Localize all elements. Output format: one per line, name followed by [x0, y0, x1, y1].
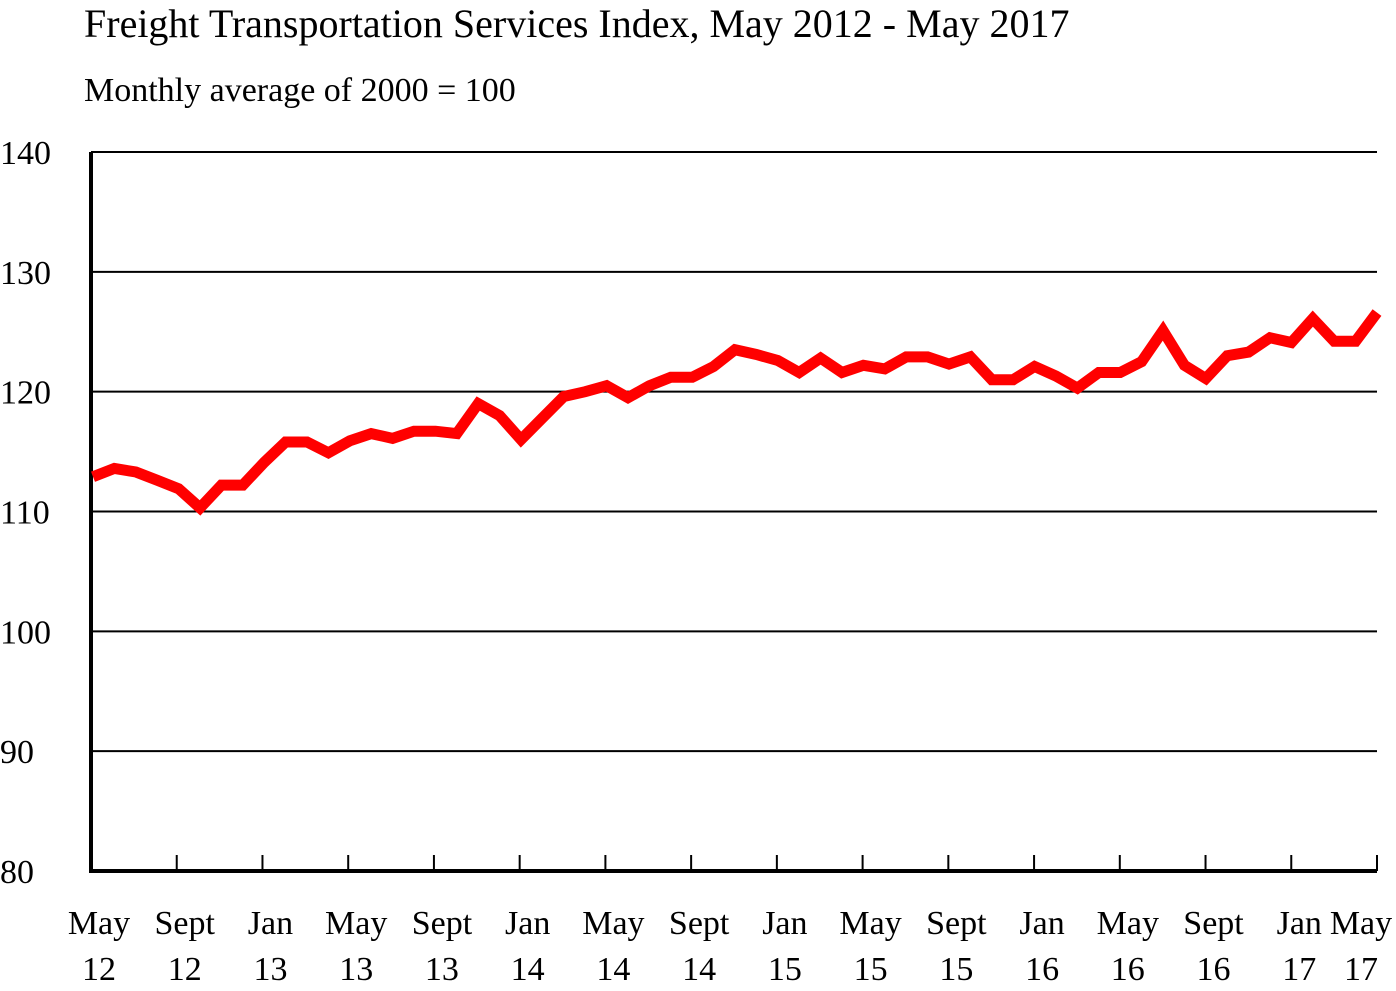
y-tick-label: 100 — [0, 614, 51, 651]
y-tick-label: 140 — [0, 135, 51, 172]
x-tick-label-month: Jan — [1277, 905, 1322, 942]
y-tick-label: 80 — [0, 854, 34, 891]
y-tick-label: 130 — [0, 255, 51, 292]
x-tick-label-year: 12 — [168, 951, 202, 988]
x-tick-label-month: Sept — [669, 905, 730, 942]
x-tick-label-month: Jan — [505, 905, 550, 942]
x-tick-label-year: 15 — [854, 951, 888, 988]
x-tick-label-year: 14 — [511, 951, 545, 988]
x-tick-label-month: May — [839, 905, 901, 942]
x-tick-label-month: Jan — [248, 905, 293, 942]
x-tick-label-month: May — [582, 905, 644, 942]
x-tick-label-year: 15 — [939, 951, 973, 988]
x-tick-label-year: 13 — [339, 951, 373, 988]
x-tick-label-year: 14 — [596, 951, 630, 988]
x-tick-label-year: 13 — [253, 951, 287, 988]
x-tick-label-year: 16 — [1197, 951, 1231, 988]
x-tick-label-month: Sept — [412, 905, 473, 942]
chart-subtitle: Monthly average of 2000 = 100 — [84, 72, 516, 109]
x-tick-label-month: Sept — [155, 905, 216, 942]
y-tick-label: 120 — [0, 375, 51, 412]
x-tick-label-month: Sept — [1183, 905, 1244, 942]
x-tick-label-month: Jan — [1019, 905, 1064, 942]
x-tick-label-year: 17 — [1282, 951, 1316, 988]
x-tick-label-year: 17 — [1344, 951, 1378, 988]
x-tick-label-year: 16 — [1111, 951, 1145, 988]
x-tick-label-month: May — [1330, 905, 1392, 942]
x-tick-label-year: 13 — [425, 951, 459, 988]
chart-title: Freight Transportation Services Index, M… — [84, 1, 1070, 46]
x-tick-label-year: 14 — [682, 951, 716, 988]
x-tick-label-month: May — [325, 905, 387, 942]
x-tick-label-month: Jan — [762, 905, 807, 942]
x-tick-label-month: May — [1097, 905, 1159, 942]
x-tick-label-year: 12 — [82, 951, 116, 988]
y-tick-label: 90 — [0, 734, 34, 771]
x-tick-label-month: May — [68, 905, 130, 942]
x-tick-label-month: Sept — [926, 905, 987, 942]
x-tick-label-year: 15 — [768, 951, 802, 988]
x-tick-label-year: 16 — [1025, 951, 1059, 988]
series-line — [91, 309, 1382, 516]
y-tick-label: 110 — [0, 495, 50, 532]
